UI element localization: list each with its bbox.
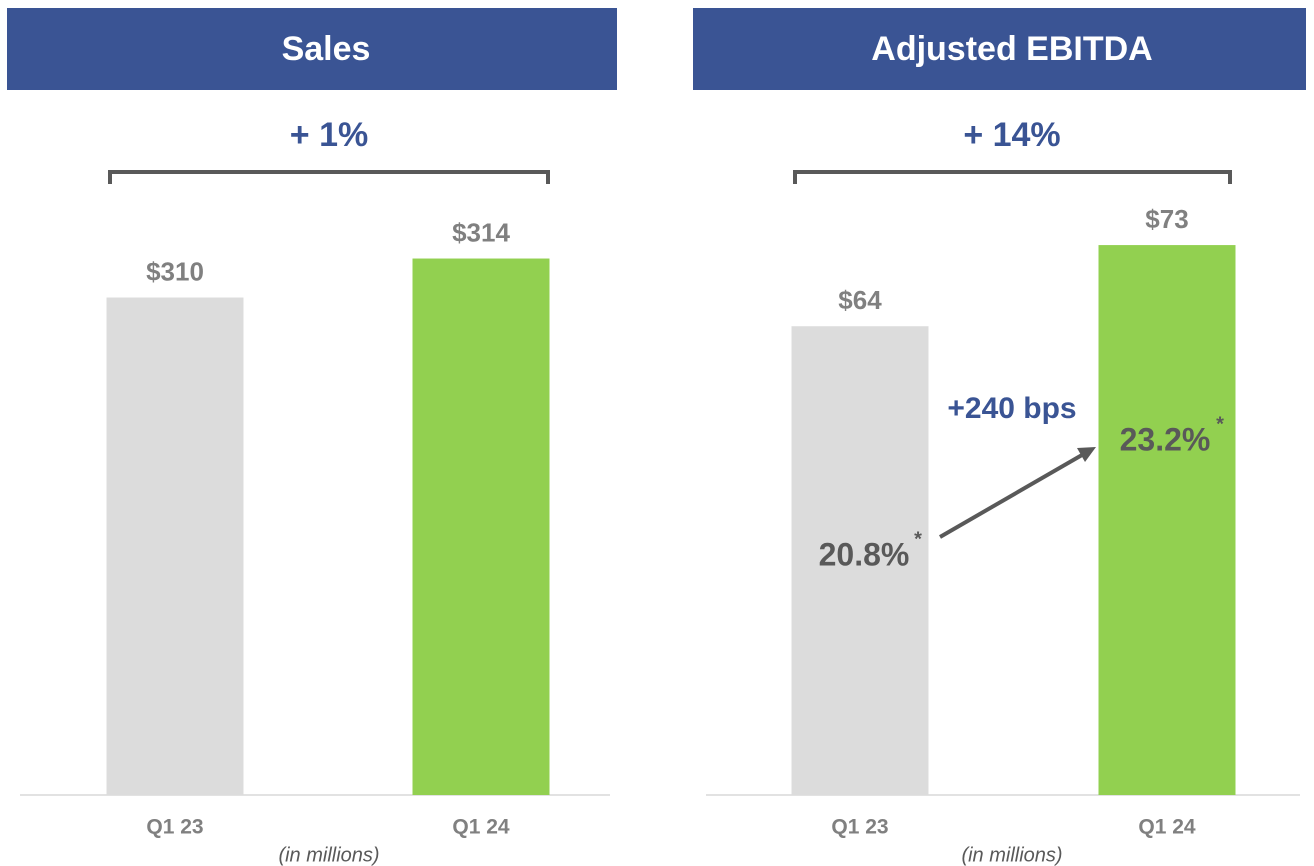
margin-label: 23.2% — [1120, 421, 1211, 457]
growth-label: + 1% — [290, 116, 368, 154]
bar — [106, 297, 244, 795]
chart-title: Sales — [282, 30, 371, 68]
x-tick-label: Q1 24 — [452, 816, 510, 839]
bar — [412, 258, 550, 795]
bracket — [108, 170, 550, 184]
x-tick-label: Q1 24 — [1138, 816, 1196, 839]
change-label: +240 bps — [947, 392, 1076, 425]
value-label: $314 — [452, 217, 510, 247]
bar — [791, 326, 929, 795]
header-band — [7, 8, 617, 90]
x-tick-label: Q1 23 — [831, 816, 888, 839]
marks: $310 Q1 23 $314 Q1 24 $64 Q1 23 $73 Q1 24 — [106, 204, 1236, 839]
footnote-marker: * — [914, 528, 922, 550]
margin-label: 20.8% — [819, 536, 910, 572]
header-band — [693, 8, 1306, 90]
value-label: $73 — [1145, 204, 1188, 234]
footnote-marker: * — [1216, 413, 1224, 435]
bracket — [793, 170, 1232, 184]
arrow-head — [1077, 447, 1096, 462]
chart-title: Adjusted EBITDA — [871, 30, 1152, 68]
value-label: $64 — [838, 285, 882, 315]
value-label: $310 — [146, 256, 204, 286]
arrow-shaft — [938, 453, 1084, 539]
x-tick-label: Q1 23 — [146, 816, 203, 839]
unit-note: (in millions) — [278, 844, 379, 866]
bar — [1098, 245, 1236, 796]
growth-label: + 14% — [963, 116, 1060, 154]
unit-note: (in millions) — [961, 844, 1062, 866]
